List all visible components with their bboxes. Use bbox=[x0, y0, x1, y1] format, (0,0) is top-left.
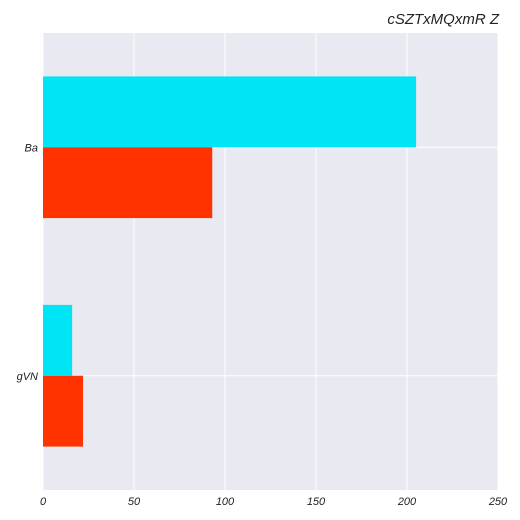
bar-Ba-series-2 bbox=[43, 147, 213, 219]
y-tick-label-0: Ba bbox=[25, 142, 38, 154]
x-tick-label-5: 250 bbox=[488, 496, 508, 508]
bar-gVN-series-1 bbox=[43, 304, 73, 376]
y-tick-label-1: gVN bbox=[17, 371, 38, 383]
bar-gVN-series-2 bbox=[43, 375, 84, 447]
x-axis-ticks: 0 50 100 150 200 250 bbox=[40, 496, 508, 508]
x-tick-label-1: 50 bbox=[128, 496, 141, 508]
bars bbox=[43, 76, 417, 447]
x-tick-label-4: 200 bbox=[397, 496, 417, 508]
x-tick-label-2: 100 bbox=[216, 496, 235, 508]
bar-Ba-series-1 bbox=[43, 76, 417, 148]
x-tick-label-3: 150 bbox=[307, 496, 326, 508]
chart-title: cSZTxMQxmR Z bbox=[387, 11, 499, 28]
x-tick-label-0: 0 bbox=[40, 496, 47, 508]
y-axis-ticks: Ba gVN bbox=[17, 142, 38, 383]
